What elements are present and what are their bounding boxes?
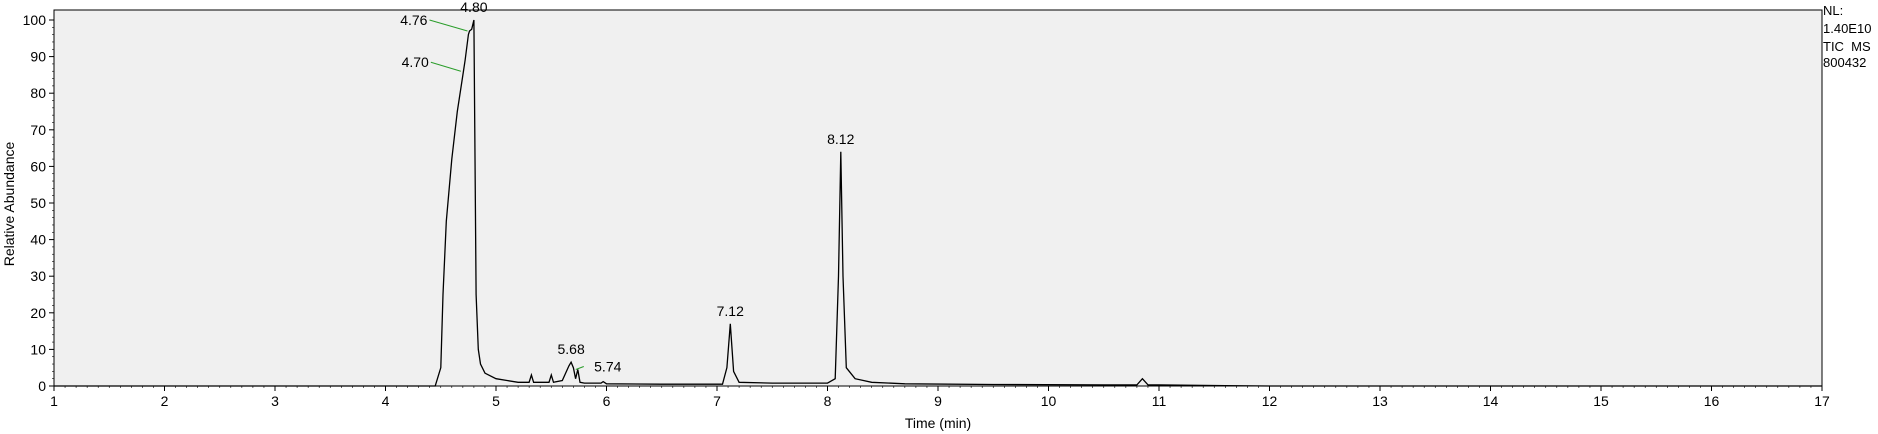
x-tick-label: 14 [1483, 393, 1499, 409]
x-tick-label: 3 [271, 393, 279, 409]
peak-label: 4.80 [460, 0, 487, 15]
peak-labels: 4.80 4.76 4.70 8.12 7.12 5.68 5.74 [400, 0, 854, 375]
nl-value: 1.40E10 [1823, 21, 1871, 36]
x-tick-label: 10 [1041, 393, 1057, 409]
peak-label: 8.12 [827, 131, 854, 147]
y-tick-label: 80 [30, 85, 46, 101]
plot-area [53, 9, 1823, 387]
tick-labels: 1 2 3 4 5 6 7 8 9 10 11 12 13 14 15 16 17010203040506070… [23, 12, 1830, 409]
nl-label: NL: [1823, 3, 1843, 18]
peak-leaders [429, 19, 584, 370]
y-tick-label: 0 [38, 378, 46, 394]
x-tick-label: 4 [382, 393, 390, 409]
y-axis-title: Relative Abundance [1, 142, 17, 267]
peak-label: 5.68 [558, 341, 585, 357]
peak-leader [575, 366, 584, 370]
y-tick-label: 10 [30, 341, 46, 357]
x-tick-label: 11 [1152, 393, 1167, 409]
x-tick-label: 8 [824, 393, 832, 409]
y-tick-label: 20 [30, 305, 46, 321]
peak-label: 7.12 [717, 303, 744, 319]
y-tick-label: 50 [30, 195, 46, 211]
x-tick-label: 17 [1814, 393, 1830, 409]
x-tick-label: 2 [161, 393, 169, 409]
x-tick-label: 16 [1704, 393, 1720, 409]
peak-leader [430, 61, 461, 72]
peak-label: 4.70 [402, 54, 429, 70]
x-axis-title: Time (min) [905, 415, 971, 431]
x-tick-label: 6 [603, 393, 611, 409]
x-tick-label: 13 [1372, 393, 1388, 409]
x-tick-label: 1 [50, 393, 58, 409]
axis-ticks [49, 19, 1823, 391]
y-tick-label: 70 [30, 122, 46, 138]
y-tick-label: 60 [30, 158, 46, 174]
x-tick-label: 12 [1262, 393, 1278, 409]
y-tick-label: 30 [30, 268, 46, 284]
scan-type: TIC MS [1823, 39, 1871, 54]
x-tick-label: 7 [713, 393, 721, 409]
peak-label: 4.76 [400, 12, 427, 28]
y-tick-label: 40 [30, 232, 46, 248]
sample-id: 800432 [1823, 55, 1866, 70]
y-tick-label: 90 [30, 49, 46, 65]
x-tick-label: 15 [1593, 393, 1609, 409]
tic-trace [54, 19, 1822, 387]
peak-leader [429, 19, 468, 32]
y-tick-label: 100 [23, 12, 47, 28]
x-tick-label: 5 [492, 393, 500, 409]
x-tick-label: 9 [934, 393, 942, 409]
peak-label: 5.74 [594, 359, 621, 375]
